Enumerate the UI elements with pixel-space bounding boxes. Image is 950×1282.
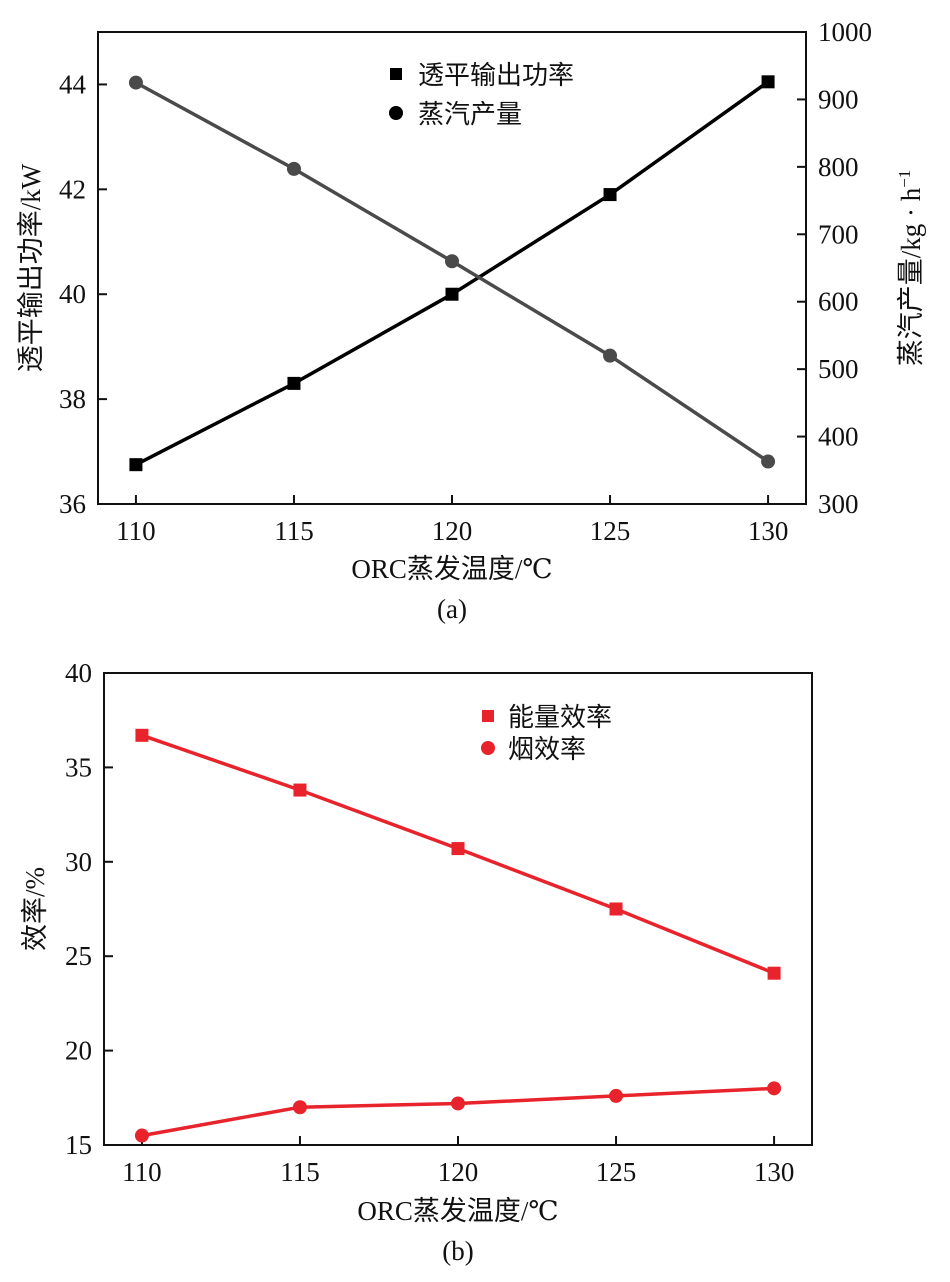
- a-y-tick-label: 36: [59, 489, 86, 519]
- chart-a-caption: (a): [437, 594, 467, 624]
- a-series-2-point: [445, 254, 459, 269]
- a-x-tick-label: 120: [432, 516, 473, 546]
- chart-a-x-axis-label: ORC蒸发温度/℃: [351, 554, 552, 584]
- chart-a-y-right-axis-label: 蒸汽产量/kg · h−1: [895, 170, 926, 367]
- a-series-1-point: [445, 287, 459, 301]
- a-y-tick-label: 38: [59, 384, 86, 414]
- a-y-right-tick-label: 700: [818, 219, 859, 249]
- chart-a-y-right-axis-label-sup: −1: [895, 170, 914, 188]
- a-y-right-tick-label: 900: [818, 84, 859, 114]
- chart-b: 110 115 120 125 130 15 20 25 30 35 40 能量效率 烟效率 OR…: [20, 658, 813, 1266]
- a-y-tick-label: 44: [59, 69, 87, 99]
- a-x-tick-label: 125: [590, 516, 631, 546]
- a-x-tick-label: 115: [274, 516, 314, 546]
- legend-b-series-1-label: 能量效率: [508, 703, 612, 733]
- b-series-2-point: [609, 1088, 624, 1103]
- b-series-2-point: [767, 1081, 782, 1096]
- legend-a-square-marker: [390, 68, 402, 80]
- b-series-2-line: [141, 1086, 775, 1138]
- a-series-1-point: [287, 376, 301, 390]
- a-y-tick-label: 40: [59, 279, 86, 309]
- b-x-tick-label: 125: [596, 1157, 637, 1187]
- b-series-1-point: [293, 783, 307, 797]
- b-y-tick-label: 40: [65, 658, 92, 688]
- a-series-2-line: [135, 81, 770, 463]
- a-y-right-tick-label: 1000: [818, 17, 872, 47]
- b-y-tick-label: 30: [65, 847, 92, 877]
- a-series-1-point: [129, 458, 143, 472]
- a-series-1-point: [761, 75, 775, 89]
- b-x-tick-label: 110: [122, 1157, 162, 1187]
- a-x-tick-label: 130: [748, 516, 789, 546]
- chart-b-frame: [103, 672, 813, 1146]
- b-series-1-point: [609, 902, 623, 916]
- b-y-tick-label: 25: [65, 941, 92, 971]
- legend-a-series-2-label: 蒸汽产量: [418, 100, 522, 130]
- legend-a-series-1-label: 透平输出功率: [418, 61, 574, 91]
- a-y-tick-label: 42: [59, 174, 86, 204]
- b-y-tick-label: 35: [65, 752, 92, 782]
- a-series-2-point: [761, 454, 776, 469]
- b-series-1-point: [135, 728, 149, 742]
- a-y-right-tick-label: 800: [818, 152, 859, 182]
- a-series-2-point: [286, 161, 301, 176]
- b-series-2-point: [292, 1100, 307, 1115]
- b-series-2-point: [451, 1096, 465, 1111]
- a-y-right-tick-label: 300: [818, 489, 859, 519]
- chart-b-y-axis-label: 效率/%: [20, 867, 50, 951]
- a-y-right-tick-label: 600: [818, 287, 859, 317]
- a-series-2-point: [603, 348, 618, 363]
- a-y-right-tick-label: 400: [818, 422, 859, 452]
- a-y-right-tick-label: 500: [818, 354, 859, 384]
- b-series-2-point: [134, 1128, 149, 1143]
- chart-a-y-left-axis-label: 透平输出功率/kW: [16, 163, 46, 372]
- a-series-1-line: [135, 80, 770, 467]
- chart-b-x-axis-label: ORC蒸发温度/℃: [357, 1196, 558, 1226]
- legend-b-square-marker: [482, 710, 494, 722]
- b-y-tick-label: 15: [65, 1130, 92, 1160]
- b-y-tick-label: 20: [65, 1036, 92, 1066]
- b-series-1-point: [451, 842, 465, 856]
- chart-a: 110 115 120 125 130 36 38 40 42 44 300 400 500 600 7…: [16, 17, 926, 624]
- legend-a-circle-marker: [389, 106, 403, 120]
- chart-b-caption: (b): [442, 1236, 473, 1266]
- b-series-1-point: [767, 966, 781, 980]
- a-series-2-point: [128, 75, 143, 90]
- a-series-1-point: [603, 188, 617, 202]
- legend-b-series-2-label: 烟效率: [508, 735, 586, 765]
- b-x-tick-label: 120: [438, 1157, 479, 1187]
- a-x-tick-label: 110: [116, 516, 156, 546]
- b-x-tick-label: 130: [754, 1157, 795, 1187]
- b-x-tick-label: 115: [280, 1157, 320, 1187]
- legend-b-circle-marker: [481, 741, 495, 755]
- chart-a-y-right-axis-label-main: 蒸汽产量/kg · h: [896, 187, 926, 366]
